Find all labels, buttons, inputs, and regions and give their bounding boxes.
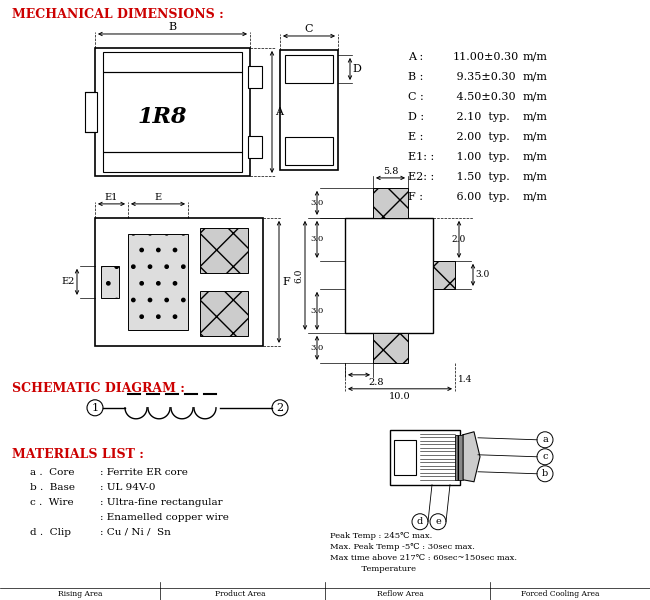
Text: E2: :: E2: : bbox=[408, 172, 434, 182]
Text: 3.0: 3.0 bbox=[475, 271, 489, 280]
Text: : Enamelled copper wire: : Enamelled copper wire bbox=[100, 513, 229, 522]
Text: : UL 94V-0: : UL 94V-0 bbox=[100, 483, 155, 492]
Text: 4.50±0.30: 4.50±0.30 bbox=[453, 92, 515, 102]
Text: A :: A : bbox=[408, 52, 423, 62]
Text: E :: E : bbox=[408, 132, 423, 142]
Text: Rising Area: Rising Area bbox=[58, 590, 102, 598]
Text: : Ultra-fine rectangular: : Ultra-fine rectangular bbox=[100, 498, 222, 507]
Text: 1.50  typ.: 1.50 typ. bbox=[453, 172, 510, 182]
Text: 3.0: 3.0 bbox=[311, 199, 324, 207]
Bar bbox=[345, 218, 433, 333]
Text: D :: D : bbox=[408, 112, 424, 122]
Bar bbox=[103, 52, 242, 72]
Bar bbox=[200, 228, 248, 273]
Bar bbox=[390, 430, 460, 485]
Text: 10.0: 10.0 bbox=[389, 392, 411, 401]
Text: C :: C : bbox=[408, 92, 424, 102]
Text: m/m: m/m bbox=[523, 92, 548, 102]
Bar bbox=[248, 136, 262, 158]
Text: F: F bbox=[282, 277, 290, 287]
Text: Product Area: Product Area bbox=[214, 590, 265, 598]
Text: m/m: m/m bbox=[523, 172, 548, 182]
Bar bbox=[455, 435, 463, 480]
Text: 3.0: 3.0 bbox=[311, 307, 324, 315]
Text: c: c bbox=[542, 452, 548, 461]
Text: 2.10  typ.: 2.10 typ. bbox=[453, 112, 510, 122]
Text: 3.0: 3.0 bbox=[311, 344, 324, 352]
Bar bbox=[433, 261, 455, 289]
Text: Temperature: Temperature bbox=[330, 565, 416, 573]
Text: E1: E1 bbox=[105, 193, 118, 202]
Bar bbox=[95, 48, 250, 176]
Bar bbox=[101, 266, 119, 298]
Bar bbox=[85, 92, 97, 132]
Bar bbox=[280, 50, 338, 170]
Text: a: a bbox=[542, 435, 548, 444]
Text: b .  Base: b . Base bbox=[30, 483, 75, 492]
Bar bbox=[128, 234, 188, 330]
Text: m/m: m/m bbox=[523, 52, 548, 62]
Text: m/m: m/m bbox=[523, 112, 548, 122]
Text: E: E bbox=[155, 193, 162, 202]
Text: 6.00  typ.: 6.00 typ. bbox=[453, 192, 510, 202]
Text: F :: F : bbox=[408, 192, 423, 202]
Text: 11.00±0.30: 11.00±0.30 bbox=[453, 52, 519, 62]
Text: 5.8: 5.8 bbox=[383, 167, 398, 176]
Text: e: e bbox=[435, 517, 441, 526]
Text: d .  Clip: d . Clip bbox=[30, 528, 71, 537]
Text: b: b bbox=[542, 469, 548, 478]
Text: SCHEMATIC DIAGRAM :: SCHEMATIC DIAGRAM : bbox=[12, 382, 185, 395]
Bar bbox=[200, 291, 248, 336]
Bar bbox=[248, 66, 262, 88]
Text: Forced Cooling Area: Forced Cooling Area bbox=[521, 590, 599, 598]
Text: 1.4: 1.4 bbox=[458, 375, 473, 384]
Text: 1R8: 1R8 bbox=[138, 106, 187, 128]
Bar bbox=[285, 137, 333, 165]
Text: 2.8: 2.8 bbox=[369, 378, 384, 387]
Text: A: A bbox=[275, 107, 283, 117]
Bar bbox=[373, 188, 408, 218]
Text: Peak Temp : 245℃ max.: Peak Temp : 245℃ max. bbox=[330, 532, 432, 540]
Text: 1.00  typ.: 1.00 typ. bbox=[453, 152, 510, 162]
Text: C: C bbox=[305, 24, 313, 34]
Text: m/m: m/m bbox=[523, 72, 548, 82]
Bar bbox=[373, 333, 408, 363]
Bar bbox=[285, 55, 333, 83]
Text: MECHANICAL DIMENSIONS :: MECHANICAL DIMENSIONS : bbox=[12, 8, 224, 21]
Text: m/m: m/m bbox=[523, 152, 548, 162]
Text: MATERIALS LIST :: MATERIALS LIST : bbox=[12, 448, 144, 461]
Text: : Cu / Ni /  Sn: : Cu / Ni / Sn bbox=[100, 528, 171, 537]
Text: E1: :: E1: : bbox=[408, 152, 434, 162]
Bar bbox=[103, 152, 242, 172]
Polygon shape bbox=[463, 432, 480, 482]
Text: B :: B : bbox=[408, 72, 423, 82]
Text: a .  Core: a . Core bbox=[30, 468, 75, 477]
Text: B: B bbox=[168, 22, 177, 32]
Text: c .  Wire: c . Wire bbox=[30, 498, 73, 507]
Text: 2: 2 bbox=[276, 403, 283, 413]
Text: 3.0: 3.0 bbox=[311, 235, 324, 244]
Text: 6.0: 6.0 bbox=[294, 268, 303, 283]
Text: 9.35±0.30: 9.35±0.30 bbox=[453, 72, 515, 82]
Text: 2.00  typ.: 2.00 typ. bbox=[453, 132, 510, 142]
Bar bbox=[95, 218, 263, 346]
Text: 2.0: 2.0 bbox=[452, 235, 466, 244]
Text: : Ferrite ER core: : Ferrite ER core bbox=[100, 468, 188, 477]
Text: Max time above 217℃ : 60sec~150sec max.: Max time above 217℃ : 60sec~150sec max. bbox=[330, 554, 517, 562]
Text: Reflow Area: Reflow Area bbox=[376, 590, 423, 598]
Bar bbox=[103, 72, 242, 152]
Text: Max. Peak Temp -5℃ : 30sec max.: Max. Peak Temp -5℃ : 30sec max. bbox=[330, 543, 475, 551]
Text: m/m: m/m bbox=[523, 192, 548, 202]
Text: m/m: m/m bbox=[523, 132, 548, 142]
Text: d: d bbox=[417, 517, 423, 526]
Text: D: D bbox=[352, 64, 361, 74]
Bar bbox=[394, 440, 416, 475]
Text: E2: E2 bbox=[62, 277, 75, 286]
Text: 1: 1 bbox=[92, 403, 99, 413]
